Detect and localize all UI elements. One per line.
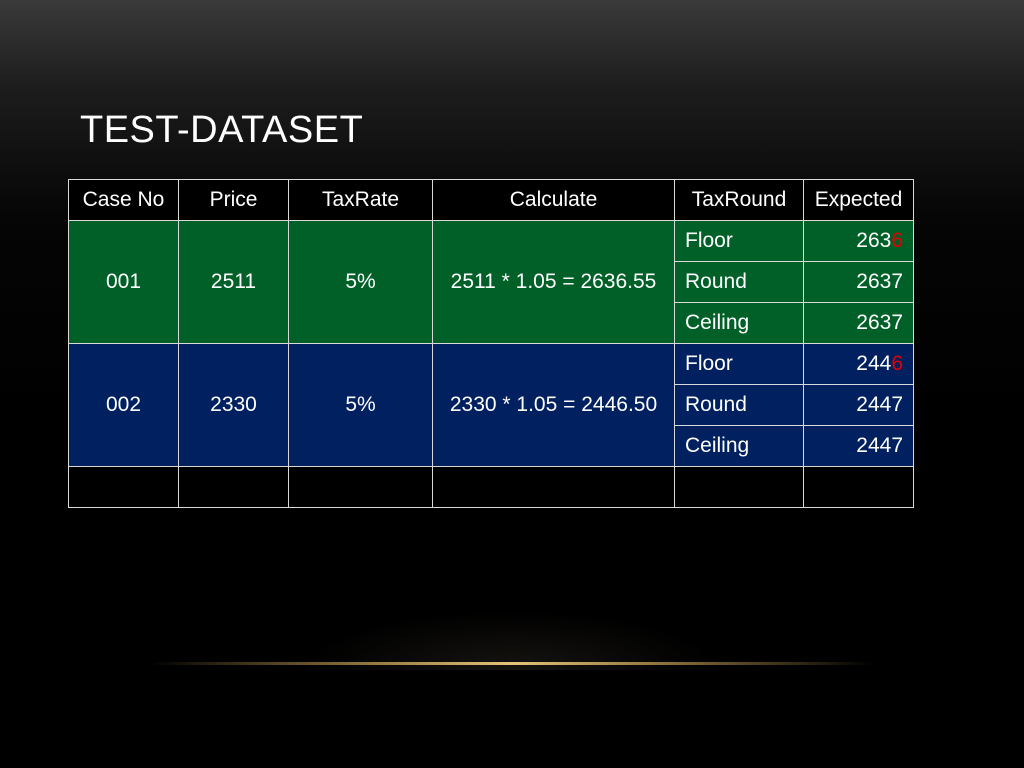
table-row: Ceiling 2637 [69, 302, 914, 344]
empty-cell [803, 466, 914, 508]
header-tax-rate: TaxRate [288, 179, 433, 221]
expected-cell: 2446 [803, 343, 914, 385]
test-dataset-table: Case No Price TaxRate Calculate TaxRound… [68, 179, 914, 508]
tax-round-cell: Floor [674, 220, 804, 262]
tax-round-cell: Round [674, 261, 804, 303]
expected-value: 244 [856, 352, 892, 375]
calculate-cell: 2511 * 1.05 = 2636.55 [432, 220, 675, 344]
expected-cell: 2447 [803, 384, 914, 426]
case-no-cell: 001 [68, 220, 179, 344]
expected-cell: 2637 [803, 302, 914, 344]
expected-value: 2637 [856, 270, 903, 293]
tax-round-cell: Floor [674, 343, 804, 385]
calculate-cell: 2330 * 1.05 = 2446.50 [432, 343, 675, 467]
tax-rate-cell: 5% [288, 220, 433, 344]
case-no-cell: 002 [68, 343, 179, 467]
expected-cell: 2636 [803, 220, 914, 262]
expected-cell: 2637 [803, 261, 914, 303]
header-tax-round: TaxRound [674, 179, 804, 221]
empty-cell [288, 466, 433, 508]
empty-cell [432, 466, 675, 508]
tax-round-cell: Ceiling [674, 425, 804, 467]
header-expected: Expected [803, 179, 914, 221]
expected-highlight-digit: 6 [891, 352, 903, 375]
table-row: 001 2511 5% 2511 * 1.05 = 2636.55 Floor … [68, 220, 914, 344]
expected-cell: 2447 [803, 425, 914, 467]
decorative-glow-halo [300, 610, 724, 670]
tax-round-cell: Ceiling [674, 302, 804, 344]
price-cell: 2511 [178, 220, 289, 344]
table-row: 002 2330 5% 2330 * 1.05 = 2446.50 Floor … [68, 343, 914, 467]
empty-cell [178, 466, 289, 508]
tax-rate-cell: 5% [288, 343, 433, 467]
header-case-no: Case No [68, 179, 179, 221]
empty-cell [68, 466, 179, 508]
expected-value: 2637 [856, 311, 903, 334]
expected-value: 263 [856, 229, 892, 252]
table-header-row: Case No Price TaxRate Calculate TaxRound… [68, 179, 914, 221]
header-calculate: Calculate [432, 179, 675, 221]
table-row: Round 2637 [69, 261, 914, 303]
tax-round-cell: Round [674, 384, 804, 426]
expected-highlight-digit: 6 [891, 229, 903, 252]
table-row: Ceiling 2447 [69, 425, 914, 467]
price-cell: 2330 [178, 343, 289, 467]
expected-value: 2447 [856, 393, 903, 416]
empty-cell [674, 466, 804, 508]
table-row: Round 2447 [69, 384, 914, 426]
decorative-glow-line [150, 662, 874, 665]
slide-title: TEST-DATASET [80, 109, 364, 151]
empty-table-row [68, 466, 914, 508]
header-price: Price [178, 179, 289, 221]
expected-value: 2447 [856, 434, 903, 457]
